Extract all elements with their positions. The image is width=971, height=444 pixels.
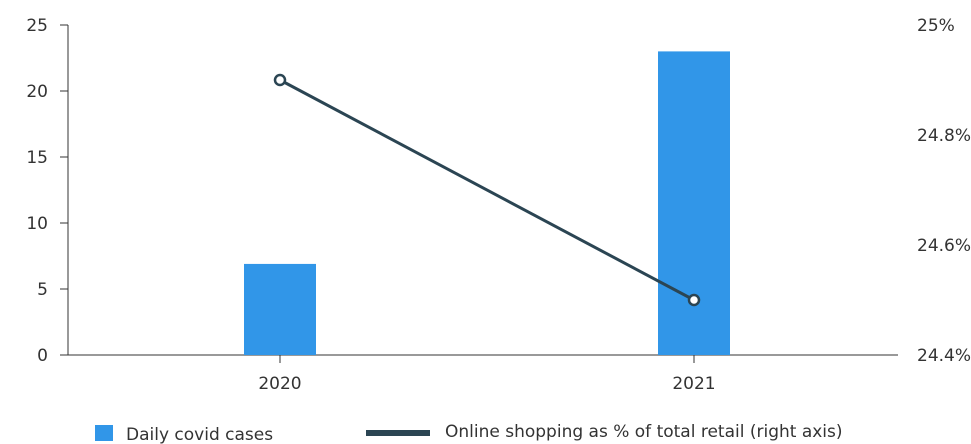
left-axis-tick-label: 0	[37, 346, 48, 366]
left-axis-tick-label: 5	[37, 280, 48, 300]
bars-layer	[244, 51, 730, 356]
legend: Daily covid cases Online shopping as % of…	[95, 422, 843, 444]
x-axis-tick-label: 2020	[258, 374, 301, 394]
line-layer	[273, 73, 701, 307]
right-axis-tick-label: 24.8%	[917, 126, 971, 146]
left-axis-tick-label: 20	[26, 82, 48, 102]
axes-layer: 0 5 10 15 20 25 24.4% 24.6% 24.8% 25% 2020 2021	[26, 16, 971, 394]
line-point	[273, 73, 287, 87]
right-axis-tick-label: 24.4%	[917, 346, 971, 366]
left-axis-tick-label: 25	[26, 16, 48, 36]
bar-daily-covid-cases	[658, 51, 730, 356]
right-axis-tick-label: 25%	[917, 16, 955, 36]
line-point	[687, 293, 701, 307]
bar-daily-covid-cases	[244, 263, 316, 355]
legend-label-bar: Daily covid cases	[126, 425, 273, 444]
legend-swatch-bar	[95, 425, 113, 441]
line-online-shopping	[279, 78, 695, 302]
right-axis-tick-label: 24.6%	[917, 236, 971, 256]
x-axis-tick-label: 2021	[672, 374, 715, 394]
legend-label-line: Online shopping as % of total retail (ri…	[445, 422, 843, 442]
left-axis-tick-label: 15	[26, 148, 48, 168]
left-axis-tick-label: 10	[26, 214, 48, 234]
